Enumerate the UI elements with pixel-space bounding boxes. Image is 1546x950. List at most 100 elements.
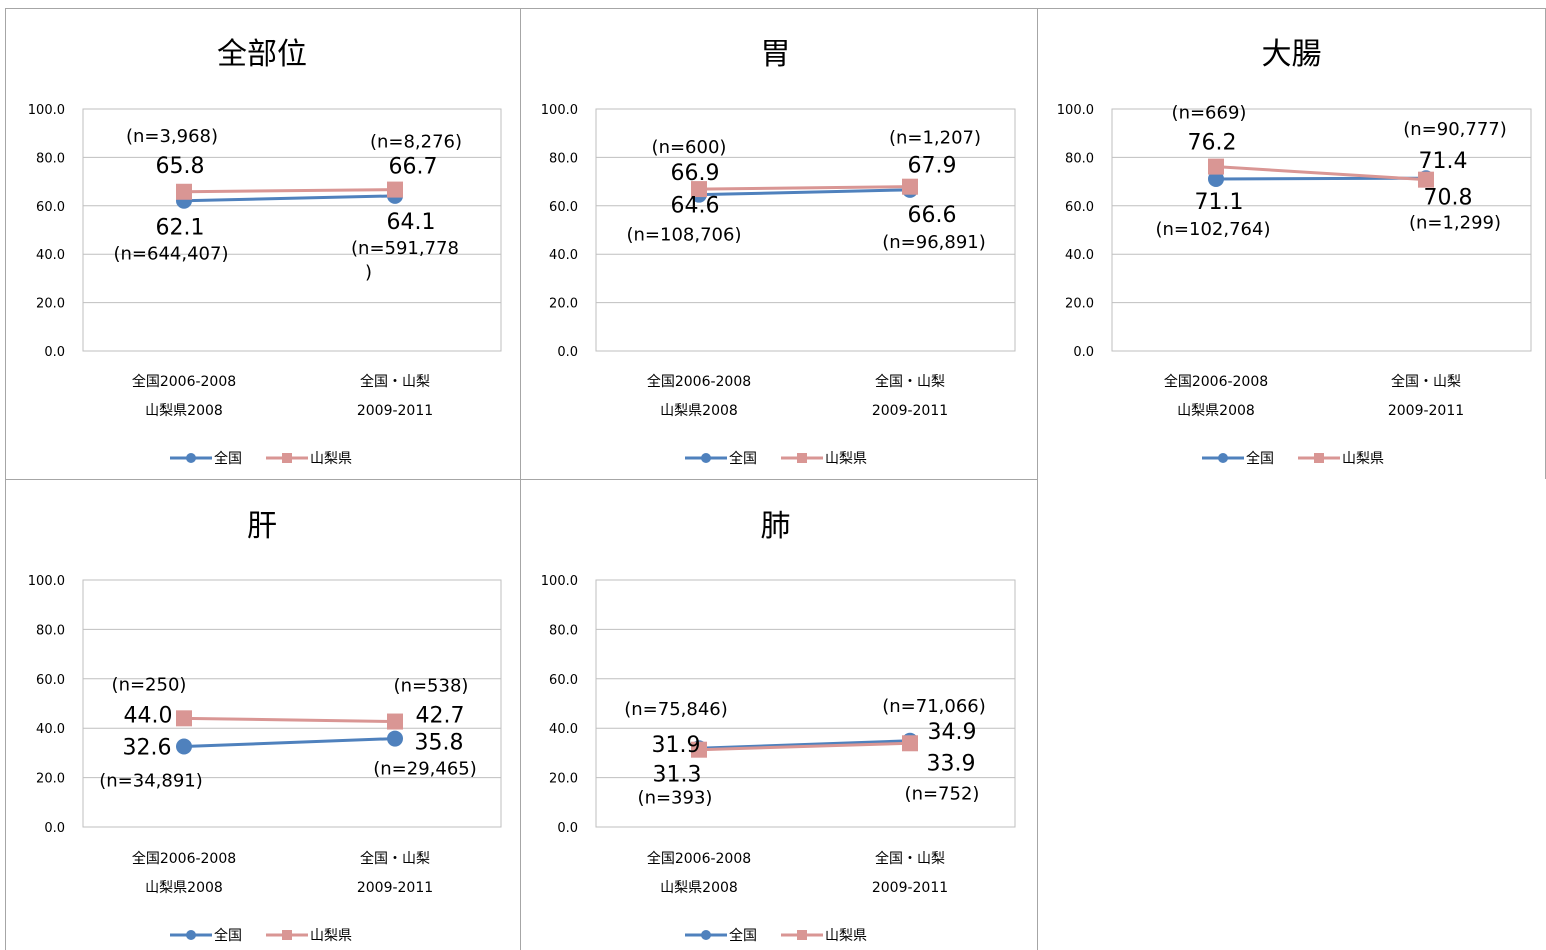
- x-tick-label: 2009-2011: [357, 403, 433, 419]
- data-label-n: ): [365, 262, 372, 283]
- plot-area: [82, 579, 502, 828]
- plot-area: [595, 579, 1016, 828]
- x-tick-label: 2009-2011: [357, 880, 433, 896]
- legend-marker-yamanashi: [797, 930, 807, 940]
- series-line-yamanashi: [1215, 165, 1427, 182]
- data-label-value: 33.9: [927, 751, 976, 776]
- data-label-n: (n=1,207): [889, 128, 981, 149]
- x-tick-label: 山梨県2008: [145, 880, 223, 896]
- chart-svg: 大腸 0.0 20.0 40.0 60.0 80.0 100.0 全国2006-2008 山梨県…: [1057, 37, 1532, 467]
- data-label-value: 71.4: [1419, 149, 1468, 174]
- y-tick-label: 100.0: [28, 103, 65, 118]
- legend-marker-zenkoku: [186, 453, 196, 463]
- y-tick-label: 20.0: [549, 772, 578, 787]
- y-tick-label: 60.0: [36, 673, 65, 688]
- chart-title: 胃: [761, 37, 791, 72]
- data-label-value: 64.1: [387, 210, 436, 235]
- y-tick-label: 20.0: [1065, 297, 1094, 312]
- series-line-zenkoku: [698, 739, 911, 750]
- x-tick-label: 全国2006-2008: [132, 373, 236, 390]
- chart-svg: 肝0.020.040.060.080.0100.0全国2006-2008山梨県2…: [28, 509, 502, 944]
- marker-yamanashi: [176, 710, 192, 727]
- data-label-n: (n=600): [652, 137, 727, 158]
- data-label-value: 32.6: [123, 735, 172, 760]
- data-label-value: 66.6: [908, 203, 957, 228]
- legend-label-yamanashi: 山梨県: [825, 928, 867, 944]
- legend-marker-zenkoku: [1218, 453, 1228, 463]
- y-tick-label: 60.0: [1065, 200, 1094, 215]
- y-tick-label: 100.0: [541, 574, 578, 589]
- legend-label-yamanashi: 山梨県: [310, 451, 352, 467]
- legend-marker-zenkoku: [701, 453, 711, 463]
- data-label-value: 66.7: [389, 155, 438, 180]
- series-line-zenkoku: [183, 194, 396, 203]
- x-tick-label: 2009-2011: [872, 403, 948, 419]
- data-label-value: 42.7: [416, 704, 465, 729]
- data-label-n: (n=102,764): [1156, 219, 1271, 240]
- chart-panel: 大腸 0.0 20.0 40.0 60.0 80.0 100.0 全国2006-2008 山梨県…: [1038, 8, 1546, 479]
- series-line-yamanashi: [698, 741, 911, 752]
- chart-title: 大腸: [1262, 37, 1322, 72]
- marker-yamanashi: [902, 735, 918, 752]
- chart-panel: 肝 0.0 20.0 40.0 60.0 80.0 100.0 全国2006-2008 山梨県2…: [5, 479, 521, 950]
- x-tick-label: 全国2006-2008: [647, 850, 751, 867]
- legend-label-yamanashi: 山梨県: [310, 928, 352, 944]
- series-line-zenkoku: [183, 737, 396, 748]
- y-tick-label: 80.0: [549, 623, 578, 638]
- data-label-n: (n=75,846): [624, 699, 728, 720]
- x-tick-label: 2009-2011: [872, 880, 948, 896]
- data-label-value: 31.3: [653, 763, 702, 788]
- legend-label-zenkoku: 全国: [1246, 450, 1274, 467]
- y-tick-label: 60.0: [36, 200, 65, 215]
- marker-yamanashi: [1418, 171, 1434, 188]
- legend-label-zenkoku: 全国: [729, 927, 757, 944]
- data-label-n: (n=669): [1172, 103, 1247, 124]
- data-label-value: 62.1: [156, 216, 205, 241]
- data-label-value: 35.8: [415, 731, 464, 756]
- x-tick-label: 2009-2011: [1388, 403, 1464, 419]
- data-label-n: (n=90,777): [1403, 119, 1507, 140]
- marker-yamanashi: [902, 178, 918, 195]
- data-label-value: 65.8: [156, 154, 205, 179]
- x-tick-label: 全国2006-2008: [132, 850, 236, 867]
- marker-yamanashi: [691, 181, 707, 198]
- data-label-n: (n=752): [905, 783, 980, 804]
- y-tick-label: 80.0: [549, 151, 578, 166]
- data-label-n: (n=108,706): [627, 225, 742, 246]
- data-label-n: (n=591,778: [351, 238, 459, 259]
- marker-yamanashi: [691, 741, 707, 758]
- marker-yamanashi: [387, 181, 403, 198]
- legend-marker-yamanashi: [282, 930, 292, 940]
- chart-panel: 胃 0.0 20.0 40.0 60.0 80.0 100.0 全国2006-2008 山梨県2…: [521, 8, 1038, 479]
- x-tick-label: 全国・山梨: [360, 850, 430, 867]
- marker-zenkoku: [387, 730, 403, 747]
- x-tick-label: 全国・山梨: [360, 373, 430, 390]
- data-label-value: 70.8: [1424, 186, 1473, 211]
- data-label-value: 31.9: [652, 733, 701, 758]
- x-tick-label: 全国・山梨: [875, 373, 945, 390]
- legend-label-zenkoku: 全国: [214, 927, 242, 944]
- legend-label-yamanashi: 山梨県: [825, 451, 867, 467]
- series-line-yamanashi: [698, 185, 911, 191]
- data-label-n: (n=3,968): [126, 126, 218, 147]
- plot-area: [595, 108, 1016, 352]
- y-tick-label: 100.0: [1057, 103, 1094, 118]
- marker-yamanashi: [387, 713, 403, 730]
- y-tick-label: 0.0: [44, 821, 65, 836]
- series-line-yamanashi: [183, 716, 396, 724]
- y-tick-label: 80.0: [36, 151, 65, 166]
- marker-zenkoku: [1208, 170, 1224, 187]
- y-tick-label: 20.0: [36, 297, 65, 312]
- y-tick-label: 80.0: [36, 623, 65, 638]
- chart-svg: 全部位 0.0 20.0 40.0 60.0 80.0 100.0 全国2006-2008 山梨…: [28, 37, 502, 467]
- legend-marker-yamanashi: [282, 453, 292, 463]
- plot-area: [1111, 108, 1532, 352]
- data-label-n: (n=71,066): [882, 696, 986, 717]
- legend-marker-zenkoku: [701, 930, 711, 940]
- marker-yamanashi: [1208, 158, 1224, 175]
- y-tick-label: 40.0: [549, 248, 578, 263]
- chart-panel: 肺 0.0 20.0 40.0 60.0 80.0 100.0 全国2006-2008 山梨県2…: [521, 479, 1038, 950]
- chart-title: 肺: [761, 509, 791, 544]
- chart-title: 肝: [247, 509, 277, 544]
